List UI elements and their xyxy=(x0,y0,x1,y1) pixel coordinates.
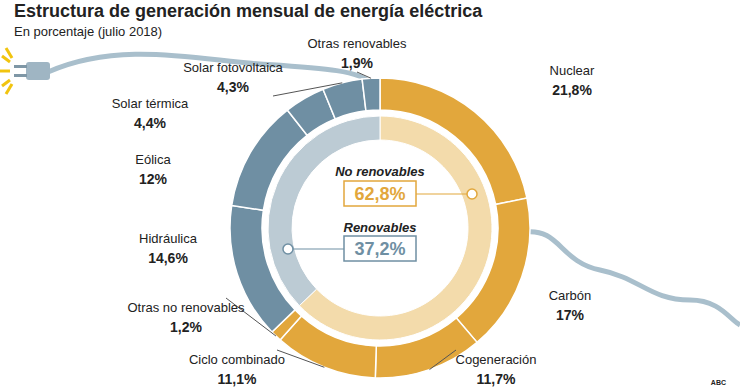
slice-label: Otras no renovables xyxy=(127,300,245,315)
data-label: 12% xyxy=(139,171,168,187)
slice-label: Nuclear xyxy=(550,63,595,78)
inner-ring xyxy=(268,116,492,340)
spark xyxy=(0,70,10,73)
cable xyxy=(48,54,372,84)
connector-dot xyxy=(283,244,293,254)
title: Estructura de generación mensual de ener… xyxy=(14,1,483,21)
slice-label: Otras renovables xyxy=(308,36,407,51)
spark xyxy=(2,56,10,62)
connector xyxy=(288,248,344,249)
slice-label: Solar fotovoltaica xyxy=(183,60,283,75)
plug-pin xyxy=(14,74,27,77)
data-label: 11,7% xyxy=(477,371,516,387)
leader xyxy=(357,72,371,78)
subtitle: En porcentaje (julio 2018) xyxy=(14,24,162,39)
plug xyxy=(26,62,50,80)
data-label: 1,2% xyxy=(170,319,202,335)
slice-label: Hidráulica xyxy=(139,231,198,246)
slice-label: Solar térmica xyxy=(112,96,189,111)
data-label: 1,9% xyxy=(341,55,373,71)
data-label: 17% xyxy=(556,307,585,323)
data-label: 37,2% xyxy=(354,239,405,259)
value-box xyxy=(344,236,416,261)
slice xyxy=(268,116,380,306)
slice-label: Ciclo combinado xyxy=(189,352,285,367)
slice-label: Cogeneración xyxy=(456,352,537,367)
leader xyxy=(273,83,342,96)
connector-dot xyxy=(467,189,477,199)
source: ABC xyxy=(711,379,726,386)
data-label: 14,6% xyxy=(148,250,188,266)
value-box xyxy=(344,181,416,206)
outer-ring xyxy=(230,78,530,378)
data-label: 21,8% xyxy=(552,82,592,98)
slice-label: Eólica xyxy=(135,152,171,167)
spark xyxy=(6,48,12,58)
slice xyxy=(362,78,380,111)
data-label: 4,3% xyxy=(217,79,249,95)
slice-label: Renovables xyxy=(344,220,417,235)
chart: Estructura de generación mensual de ener… xyxy=(0,0,740,389)
slice-label: No renovables xyxy=(335,164,425,179)
slice-label: Carbón xyxy=(549,288,592,303)
connector xyxy=(416,193,472,194)
data-label: 62,8% xyxy=(354,184,405,204)
spark xyxy=(2,80,10,86)
plug-pin xyxy=(14,65,27,68)
cable xyxy=(525,232,740,325)
spark xyxy=(6,84,12,94)
leader xyxy=(429,350,456,370)
data-label: 4,4% xyxy=(134,115,166,131)
data-label: 11,1% xyxy=(218,371,257,387)
